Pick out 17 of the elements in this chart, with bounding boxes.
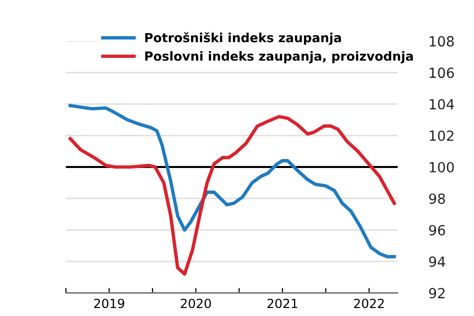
x-tick-label: 2021 — [267, 298, 298, 308]
y-tick-label: 100 — [430, 162, 454, 172]
x-tick-label: 2019 — [94, 298, 124, 308]
x-tick-label: 2020 — [180, 298, 211, 308]
y-tick-label: 94 — [429, 256, 446, 267]
y-tick-label: 96 — [429, 224, 446, 236]
y-tick-label: 108 — [430, 36, 454, 47]
y-tick-label: 104 — [430, 99, 454, 110]
legend-label: Poslovni indeks zaupanja, proizvodnja — [145, 51, 413, 64]
line-series — [68, 114, 396, 276]
y-tick-label: 98 — [429, 193, 445, 204]
y-tick-label: 102 — [430, 130, 454, 141]
y-tick-label: 92 — [429, 288, 445, 298]
x-tick-label: 2022 — [354, 298, 384, 308]
legend-label: Potrošniški indeks zaupanja — [145, 32, 341, 45]
line-series — [68, 104, 396, 258]
y-tick-label: 106 — [430, 68, 454, 78]
